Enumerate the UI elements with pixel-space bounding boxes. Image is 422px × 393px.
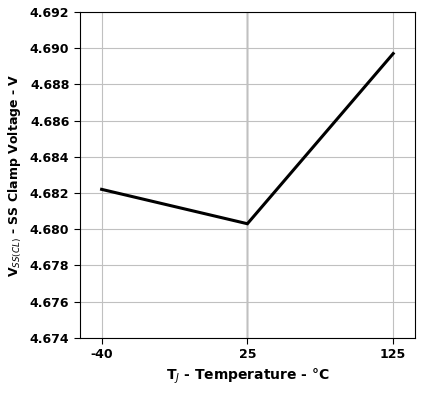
Y-axis label: V$_{SS(CL)}$ - SS Clamp Voltage - V: V$_{SS(CL)}$ - SS Clamp Voltage - V xyxy=(7,73,24,277)
X-axis label: T$_{J}$ - Temperature - °C: T$_{J}$ - Temperature - °C xyxy=(165,367,329,386)
